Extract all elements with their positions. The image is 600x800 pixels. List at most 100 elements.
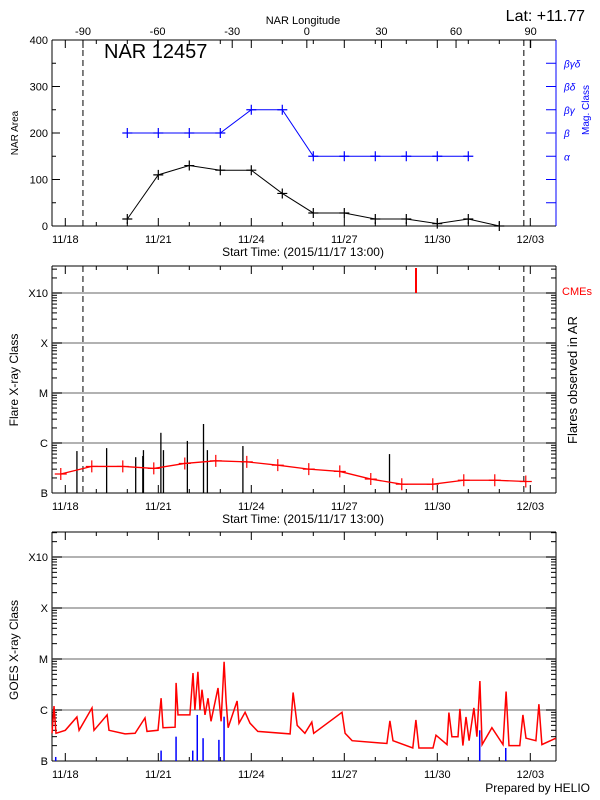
- mag-class-point: [184, 128, 195, 138]
- area-point: [122, 214, 133, 225]
- mag-class-line: [127, 109, 469, 157]
- x-tick-label: 11/18: [52, 501, 79, 513]
- flare-background-point: [116, 460, 129, 473]
- flare-background-point: [457, 474, 470, 487]
- longitude-tick-label: 60: [450, 26, 462, 38]
- p1-xlabel: Start Time: (2015/11/17 13:00): [222, 245, 384, 259]
- y-tick-label: M: [39, 654, 48, 666]
- cme-label: CMEs: [562, 286, 592, 298]
- y-tick-label: X: [41, 338, 49, 350]
- area-point: [432, 218, 443, 229]
- mag-class-point: [432, 151, 443, 162]
- x-tick-label: 11/21: [145, 501, 172, 513]
- y-tick-label: 400: [30, 35, 48, 47]
- mag-class-tick-label: β: [563, 129, 570, 140]
- flare-class-panel: 11/18 11/21 11/24 11/27 11/30 12/03 B C M X X10: [28, 265, 557, 513]
- y-tick-label: B: [41, 488, 48, 500]
- flare-background-point: [271, 459, 284, 472]
- x-tick-label: 11/24: [238, 234, 265, 246]
- x-tick-label: 11/21: [145, 234, 172, 246]
- area-point: [401, 214, 412, 225]
- mag-class-point: [153, 128, 164, 138]
- flare-background-point: [519, 475, 532, 488]
- flare-background-point: [364, 473, 377, 486]
- mag-class-point: [370, 151, 381, 162]
- longitude-tick-label: 30: [375, 26, 387, 38]
- mag-class-point: [463, 151, 474, 162]
- x-tick-label: 11/27: [331, 501, 358, 513]
- area-point: [215, 165, 226, 176]
- x-tick-label: 12/03: [517, 769, 545, 781]
- area-point: [277, 188, 288, 199]
- flare-background-point: [178, 457, 191, 470]
- area-point: [184, 160, 195, 171]
- nar-area-panel: 11/18 11/21 11/24 11/27 11/30 12/030100200300…: [30, 26, 581, 246]
- latitude-label: Lat: +11.77: [506, 8, 585, 25]
- y-tick-label: 200: [30, 128, 48, 140]
- credit-label: Prepared by HELIO: [485, 781, 590, 795]
- p2-xlabel: Start Time: (2015/11/17 13:00): [222, 512, 384, 526]
- mag-class-tick-label: α: [564, 152, 570, 163]
- mag-class-point: [215, 128, 226, 138]
- area-point: [308, 207, 319, 218]
- region-title: NAR 12457: [104, 41, 207, 63]
- x-tick-label: 11/24: [238, 501, 265, 513]
- goes-flux-line: [51, 661, 557, 750]
- flare-background-line: [60, 460, 526, 485]
- y-tick-label: B: [41, 756, 48, 768]
- flare-background-point: [426, 478, 439, 491]
- y-tick-label: C: [40, 438, 48, 450]
- area-point: [494, 221, 505, 231]
- flare-background-point: [147, 462, 160, 475]
- y-tick-label: 300: [30, 82, 48, 94]
- flare-background-point: [54, 467, 67, 480]
- x-tick-label: 11/30: [424, 769, 451, 781]
- x-tick-label: 12/03: [517, 501, 545, 513]
- p2-y2label: Flares observed in AR: [565, 316, 580, 444]
- x-tick-label: 11/24: [238, 769, 265, 781]
- area-point: [370, 214, 381, 225]
- flare-background-point: [333, 465, 346, 478]
- y-tick-label: M: [39, 388, 48, 400]
- x-tick-label: 11/18: [52, 234, 79, 246]
- longitude-tick-label: -30: [224, 26, 240, 38]
- mag-class-tick-label: βγ: [563, 106, 576, 117]
- x-tick-label: 11/30: [424, 501, 451, 513]
- p3-ylabel: GOES X-ray Class: [7, 600, 21, 700]
- longitude-tick-label: -90: [75, 26, 91, 38]
- p1-y2label: Mag. Class: [581, 85, 592, 135]
- x-tick-label: 12/03: [517, 234, 545, 246]
- mag-class-tick-label: βγδ: [563, 59, 581, 70]
- mag-class-point: [339, 151, 350, 162]
- flare-background-point: [302, 463, 315, 476]
- flare-background-point: [488, 474, 501, 487]
- area-point: [246, 165, 257, 176]
- x-tick-label: 11/21: [145, 769, 172, 781]
- p2-ylabel: Flare X-ray Class: [7, 334, 21, 427]
- longitude-tick-label: 0: [304, 26, 310, 38]
- x-tick-label: 11/27: [331, 234, 358, 246]
- area-point: [339, 207, 350, 218]
- y-tick-label: 100: [30, 175, 48, 187]
- flare-background-point: [395, 478, 408, 491]
- area-point: [153, 169, 164, 180]
- x-tick-label: 11/18: [52, 769, 79, 781]
- y-tick-label: C: [40, 705, 48, 717]
- p1-ylabel: NAR Area: [10, 110, 21, 155]
- longitude-tick-label: -60: [150, 26, 166, 38]
- x-tick-label: 11/27: [331, 769, 358, 781]
- flare-background-point: [240, 455, 253, 468]
- flare-background-point: [85, 460, 98, 473]
- y-tick-label: X: [41, 603, 49, 615]
- top-axis-label: NAR Longitude: [266, 15, 341, 27]
- y-tick-label: X10: [28, 552, 48, 564]
- mag-class-point: [246, 104, 257, 115]
- longitude-tick-label: 90: [525, 26, 537, 38]
- goes-xray-panel: 11/18 11/21 11/24 11/27 11/30 12/03 B C M X X10: [28, 531, 557, 781]
- y-tick-label: 0: [42, 221, 48, 233]
- x-tick-label: 11/30: [424, 234, 451, 246]
- area-point: [463, 214, 474, 225]
- y-tick-label: X10: [28, 288, 48, 300]
